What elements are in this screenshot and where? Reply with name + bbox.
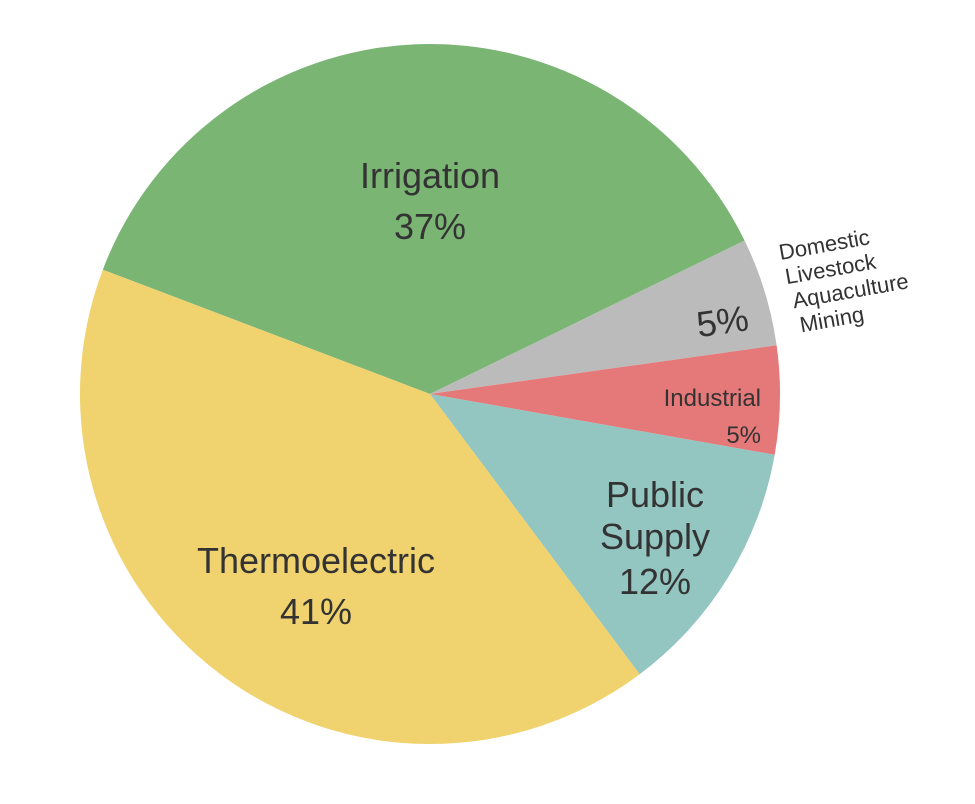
slice-domestic-livestock-aquaculture-mining [430,240,777,394]
slice-irrigation [102,43,745,394]
thermoelectric-label: Thermoelectric [197,540,435,581]
slice-public-supply [430,394,775,675]
slice-thermoelectric [79,269,640,745]
pie-slices [79,43,780,745]
public-supply-label-line1: Public [606,474,704,515]
other-categories-label: Domestic Livestock Aquaculture Mining [777,224,911,337]
thermoelectric-percent: 41% [280,591,352,632]
slice-industrial [430,345,780,455]
irrigation-percent: 37% [394,206,466,247]
public-supply-percent: 12% [619,561,691,602]
industrial-percent: 5% [726,422,761,449]
public-supply-label-line2: Supply [600,516,710,557]
pie-labels: Irrigation 37% Thermoelectric 41% Public… [197,155,911,632]
industrial-label: Industrial [664,385,761,412]
other-percent: 5% [694,297,751,345]
irrigation-label: Irrigation [360,155,500,196]
